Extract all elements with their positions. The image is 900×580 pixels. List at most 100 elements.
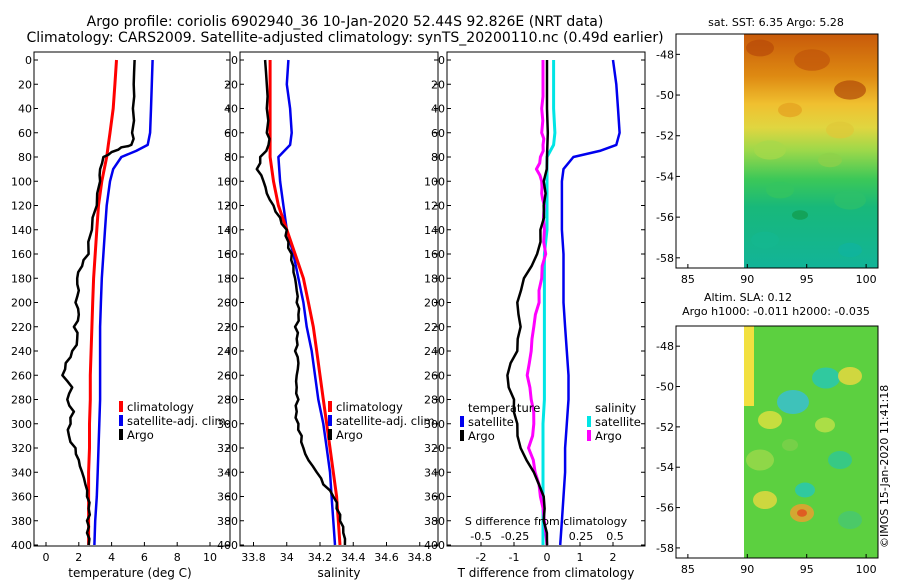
depth-tick-label: 300 <box>424 418 445 431</box>
legend-satellite-label: satellite-adj. clim. <box>127 414 229 428</box>
depth-tick-label: 300 <box>217 418 238 431</box>
depth-tick-label: 340 <box>217 466 238 479</box>
series-line-satellite-adj <box>93 59 154 546</box>
s-difference-axis-label: S difference from climatology <box>465 515 628 528</box>
series-line-climatology <box>268 60 342 546</box>
map-x-tick-label: 95 <box>800 563 814 576</box>
depth-tick-label: 60 <box>224 127 238 140</box>
legend-argo-label: Argo <box>127 428 154 442</box>
depth-tick-label: 340 <box>11 466 32 479</box>
map-y-tick-label: -56 <box>656 502 674 515</box>
depth-tick-label: 220 <box>424 321 445 334</box>
legend-temp-argo-label: Argo <box>468 429 495 443</box>
map-y-tick-label: -54 <box>656 170 674 183</box>
sst-texture-blob <box>834 190 866 210</box>
depth-tick-label: 180 <box>424 272 445 285</box>
x-tick-label: 34.2 <box>308 551 333 564</box>
map-x-tick-label: 90 <box>740 563 754 576</box>
series-line-sal-satellite <box>541 60 557 545</box>
legend-argo-swatch <box>328 429 332 440</box>
depth-tick-label: 0 <box>438 54 445 67</box>
sla-texture-blob <box>838 511 862 529</box>
depth-tick-label: 160 <box>217 248 238 261</box>
depth-tick-label: 60 <box>18 127 32 140</box>
salinity-legend: climatology satellite-adj. clim. Argo <box>328 400 438 442</box>
depth-tick-label: 140 <box>11 224 32 237</box>
legend-argo-label: Argo <box>336 428 363 442</box>
depth-tick-label: 180 <box>217 272 238 285</box>
salinity-panel: 0 20 40 60 80 100 120 140 160 180 200 220 240 260 280 3… <box>217 51 439 580</box>
sst-texture-blob <box>778 102 802 118</box>
title-line-1: Argo profile: coriolis 6902940_36 10-Jan… <box>87 14 604 30</box>
salinity-axis-label: salinity <box>317 566 360 580</box>
depth-tick-label: 200 <box>11 297 32 310</box>
sla-texture-blob <box>795 482 815 498</box>
depth-tick-label: 140 <box>424 224 445 237</box>
sst-texture-blob <box>818 152 842 168</box>
depth-tick-label: 200 <box>424 297 445 310</box>
sla-texture-blob <box>746 449 774 471</box>
x-tick-label: 33.8 <box>241 551 266 564</box>
depth-tick-label: 380 <box>11 515 32 528</box>
imos-credit: ©IMOS 15-Jan-2020 11:41:18 <box>878 385 891 548</box>
depth-tick-label: 40 <box>18 103 32 116</box>
map-x-tick-label: 100 <box>856 273 877 286</box>
x-tick-label: 6 <box>141 551 148 564</box>
depth-tick-label: 140 <box>217 224 238 237</box>
series-line-sal-argo <box>525 60 549 546</box>
legend-sal-argo-swatch <box>587 430 591 441</box>
legend-sal-satellite-swatch <box>587 416 591 427</box>
t-difference-axis-label: T difference from climatology <box>457 566 635 580</box>
map-y-tick-label: -52 <box>656 130 674 143</box>
depth-tick-label: 400 <box>217 539 238 552</box>
x-tick-label: -2 <box>476 551 487 564</box>
depth-tick-label: 280 <box>424 394 445 407</box>
depth-tick-label: 320 <box>217 442 238 455</box>
depth-tick-label: 20 <box>431 78 445 91</box>
depth-tick-label: 320 <box>424 442 445 455</box>
depth-tick-label: 180 <box>11 272 32 285</box>
sla-texture-blob <box>782 439 798 451</box>
x-tick-label: 34.8 <box>408 551 433 564</box>
depth-tick-label: 100 <box>11 175 32 188</box>
depth-tick-label: 100 <box>217 175 238 188</box>
sla-texture-blob <box>828 451 852 469</box>
temperature-axis-label: temperature (deg C) <box>68 566 191 580</box>
x-tick-label: 34.6 <box>374 551 399 564</box>
map-y-tick-label: -54 <box>656 461 674 474</box>
depth-tick-label: 240 <box>11 345 32 358</box>
map-x-tick-label: 85 <box>681 273 695 286</box>
depth-tick-label: 340 <box>424 466 445 479</box>
depth-tick-label: 120 <box>11 200 32 213</box>
x-tick-label: 4 <box>108 551 115 564</box>
legend-climatology-label: climatology <box>127 400 194 414</box>
temperature-legend: climatology satellite-adj. clim. Argo <box>119 400 229 442</box>
map-y-tick-label: -56 <box>656 211 674 224</box>
sla-map-panel: Altim. SLA: 0.12 Argo h1000: -0.011 h200… <box>656 291 879 576</box>
series-line-temp-argo <box>506 60 550 546</box>
legend-temperature-title: temperature <box>468 401 540 415</box>
legend-satellite-label: satellite-adj. clim. <box>336 414 438 428</box>
sla-texture-blob <box>812 367 840 389</box>
depth-tick-label: 0 <box>231 54 238 67</box>
legend-argo-swatch <box>119 429 123 440</box>
map-x-tick-label: 100 <box>856 563 877 576</box>
difference-legend: temperature satellite Argo salinity sate… <box>460 401 641 443</box>
s-tick-label: 0.5 <box>606 530 624 543</box>
sla-map-title-line-1: Altim. SLA: 0.12 <box>704 291 792 304</box>
depth-tick-label: 280 <box>217 394 238 407</box>
series-line-temp-satellite <box>558 59 621 546</box>
sst-texture-blob <box>746 39 774 57</box>
depth-tick-label: 360 <box>11 491 32 504</box>
legend-satellite-swatch <box>119 415 123 426</box>
sst-texture-blob <box>794 49 830 71</box>
map-x-tick-label: 95 <box>800 273 814 286</box>
x-tick-label: 0 <box>544 551 551 564</box>
sst-texture-blob <box>754 140 786 160</box>
legend-climatology-swatch <box>328 401 332 412</box>
depth-tick-label: 380 <box>424 515 445 528</box>
legend-sal-argo-label: Argo <box>595 429 622 443</box>
difference-panel: 0204060801001201401601802002202402602803… <box>424 51 646 580</box>
temperature-panel: 0204060801001201401601802002202402602803… <box>11 51 231 580</box>
